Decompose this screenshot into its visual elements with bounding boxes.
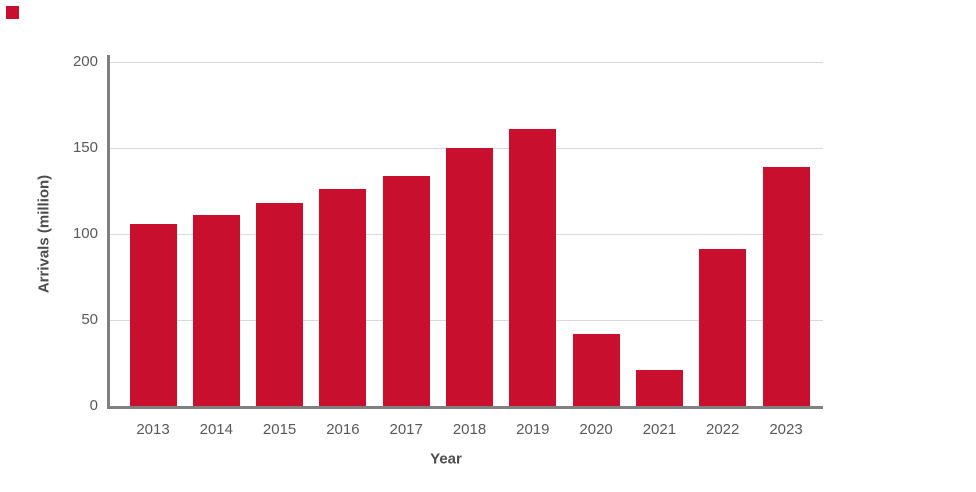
x-tick-label-2022: 2022 <box>706 421 740 438</box>
bar-2015 <box>256 203 304 406</box>
bar-2016 <box>319 189 367 406</box>
x-axis-line <box>107 406 823 409</box>
bar-2022 <box>699 249 747 406</box>
x-axis-title: Year <box>430 450 462 468</box>
y-tick-label-200: 200 <box>72 53 98 70</box>
bar-2013 <box>129 223 177 406</box>
y-tick-label-50: 50 <box>81 311 98 328</box>
bar-2020 <box>572 333 620 406</box>
gridline-200 <box>110 62 823 63</box>
y-tick-label-150: 150 <box>72 139 98 156</box>
x-tick-label-2015: 2015 <box>262 421 297 438</box>
red-square-icon <box>6 6 19 19</box>
bar-2023 <box>762 166 810 406</box>
x-tick-label-2019: 2019 <box>516 421 550 438</box>
bar-2021 <box>635 369 683 406</box>
y-tick-label-100: 100 <box>72 225 98 242</box>
y-axis-line <box>107 55 110 409</box>
bar-2018 <box>446 148 493 406</box>
x-tick-label-2016: 2016 <box>326 421 360 438</box>
y-tick-label-0: 0 <box>89 397 98 414</box>
plot-area <box>110 62 823 406</box>
x-tick-label-2013: 2013 <box>136 421 170 438</box>
x-tick-label-2023: 2023 <box>769 421 803 438</box>
x-tick-label-2021: 2021 <box>642 421 677 438</box>
x-tick-label-2020: 2020 <box>579 421 613 438</box>
x-tick-label-2014: 2014 <box>199 421 233 438</box>
bar-2019 <box>509 129 557 406</box>
bar-2017 <box>382 175 430 406</box>
x-tick-label-2017: 2017 <box>389 421 423 438</box>
x-tick-label-2018: 2018 <box>452 421 487 438</box>
bar-2014 <box>192 215 240 406</box>
